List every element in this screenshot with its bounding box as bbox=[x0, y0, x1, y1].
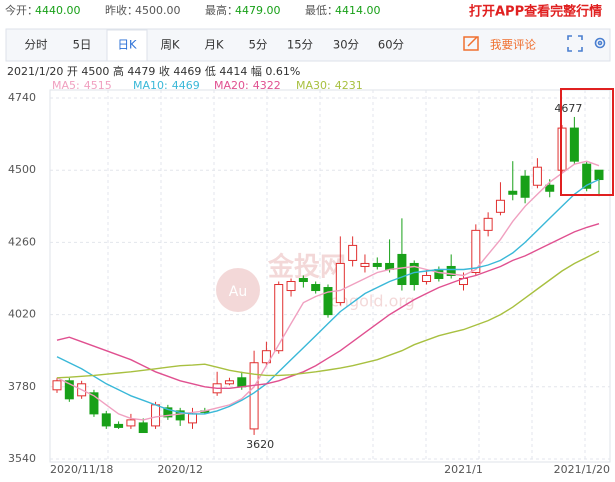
quote-label: 最低： bbox=[305, 4, 338, 17]
y-tick-label: 4740 bbox=[8, 91, 36, 104]
legend-value: 4322 bbox=[253, 79, 281, 92]
quote-label: 今开： bbox=[5, 3, 38, 17]
legend-name: MA20: bbox=[214, 79, 249, 92]
candle-body bbox=[52, 380, 62, 391]
tab-selected-bg bbox=[106, 29, 148, 62]
watermark-logo: Au bbox=[229, 284, 247, 300]
watermark: Au 金投网 cngold.org bbox=[216, 252, 415, 312]
quote-label: 昨收： bbox=[105, 3, 138, 17]
candle-body bbox=[372, 262, 382, 267]
fullscreen-icon[interactable] bbox=[567, 35, 583, 52]
candle-body bbox=[360, 262, 370, 267]
candle-body bbox=[163, 407, 173, 418]
tab[interactable]: 周K bbox=[160, 38, 179, 52]
tab-selected[interactable]: 日K bbox=[117, 38, 136, 52]
candle-body bbox=[114, 423, 124, 428]
y-tick-label: 4020 bbox=[8, 308, 36, 321]
legend-entry: MA5: 4515 bbox=[52, 79, 112, 92]
quote-label: 最高： bbox=[205, 3, 238, 17]
candle-body bbox=[483, 217, 493, 231]
candle-body bbox=[594, 169, 604, 181]
legend-name: MA5: bbox=[52, 79, 80, 92]
candle-body bbox=[471, 229, 481, 273]
x-tick-label: 2021/1/20 bbox=[554, 463, 610, 476]
candle-body bbox=[495, 199, 505, 213]
candle-body bbox=[151, 404, 161, 427]
y-tick-label: 4500 bbox=[8, 163, 36, 176]
candle-body bbox=[545, 184, 555, 192]
candle-body bbox=[89, 392, 99, 415]
comment-icon[interactable] bbox=[463, 36, 479, 51]
ma-line bbox=[56, 223, 600, 389]
y-tick-label: 3540 bbox=[8, 452, 36, 465]
legend-name: MA10: bbox=[133, 79, 168, 92]
candle-body bbox=[188, 413, 197, 424]
candle-body bbox=[397, 253, 407, 286]
candle-body bbox=[557, 127, 567, 171]
tab[interactable]: 5日 bbox=[73, 38, 92, 52]
legend-name: MA30: bbox=[296, 79, 331, 92]
candle-body bbox=[446, 265, 456, 276]
legend-value: 4515 bbox=[84, 79, 112, 92]
ma-line bbox=[56, 250, 600, 379]
ma-line bbox=[56, 160, 600, 421]
candle-body bbox=[311, 284, 321, 292]
settings-icon[interactable] bbox=[594, 37, 606, 49]
info-line: 2021/1/20 开 4500 高 4479 收 4469 低 4414 幅 … bbox=[7, 64, 300, 78]
quote-value: 4479.00 bbox=[235, 4, 281, 17]
candle-body bbox=[286, 281, 296, 292]
candle-body bbox=[508, 190, 518, 195]
watermark-brand: 金投网 bbox=[267, 252, 346, 283]
max-annotation: 4677 bbox=[554, 102, 582, 115]
tab[interactable]: 60分 bbox=[378, 38, 405, 52]
ma-line bbox=[56, 178, 600, 415]
tab[interactable]: 30分 bbox=[333, 38, 360, 52]
candle-body bbox=[348, 244, 358, 261]
candle-body bbox=[261, 350, 271, 364]
y-tick-label: 3780 bbox=[8, 380, 36, 393]
plot-frame bbox=[49, 89, 611, 463]
legend-entry: MA20: 4322 bbox=[214, 79, 281, 92]
x-tick-label: 2020/12 bbox=[157, 463, 203, 476]
x-tick-label: 2021/1 bbox=[444, 463, 483, 476]
tab[interactable]: 5分 bbox=[249, 38, 268, 52]
tab[interactable]: 分时 bbox=[25, 38, 48, 52]
legend-value: 4469 bbox=[172, 79, 200, 92]
legend-entry: MA30: 4231 bbox=[296, 79, 363, 92]
highlight-box bbox=[560, 88, 614, 196]
quote-value: 4500.00 bbox=[135, 4, 181, 17]
candle-body bbox=[64, 380, 74, 400]
watermark-url: cngold.org bbox=[330, 292, 415, 311]
candle-body bbox=[569, 127, 579, 162]
tab[interactable]: 15分 bbox=[287, 38, 314, 52]
candle-body bbox=[175, 410, 185, 421]
candle-body bbox=[422, 274, 432, 283]
x-tick-label: 2020/11/18 bbox=[50, 463, 113, 476]
quote-value: 4414.00 bbox=[335, 4, 381, 17]
candle-body bbox=[298, 278, 308, 283]
legend-value: 4231 bbox=[335, 79, 363, 92]
min-annotation: 3620 bbox=[246, 438, 274, 451]
tab[interactable]: 月K bbox=[204, 38, 223, 52]
candle-body bbox=[237, 377, 247, 388]
candle-body bbox=[101, 413, 111, 427]
candle-body bbox=[532, 166, 542, 186]
candle-body bbox=[249, 362, 259, 430]
comment-button[interactable]: 我要评论 bbox=[490, 38, 536, 52]
candle-body bbox=[520, 175, 530, 198]
candle-body bbox=[582, 163, 592, 189]
candle-body bbox=[126, 419, 136, 427]
candle-body bbox=[335, 262, 345, 304]
candle-body bbox=[224, 380, 234, 385]
quote-value: 4440.00 bbox=[35, 4, 81, 17]
y-tick-label: 4260 bbox=[8, 235, 36, 248]
candle-body bbox=[138, 422, 148, 434]
candle-body bbox=[434, 268, 444, 280]
candle-body bbox=[274, 284, 284, 352]
candle-body bbox=[323, 287, 333, 316]
app-link[interactable]: 打开APP查看完整行情 bbox=[469, 4, 602, 20]
legend-entry: MA10: 4469 bbox=[133, 79, 200, 92]
